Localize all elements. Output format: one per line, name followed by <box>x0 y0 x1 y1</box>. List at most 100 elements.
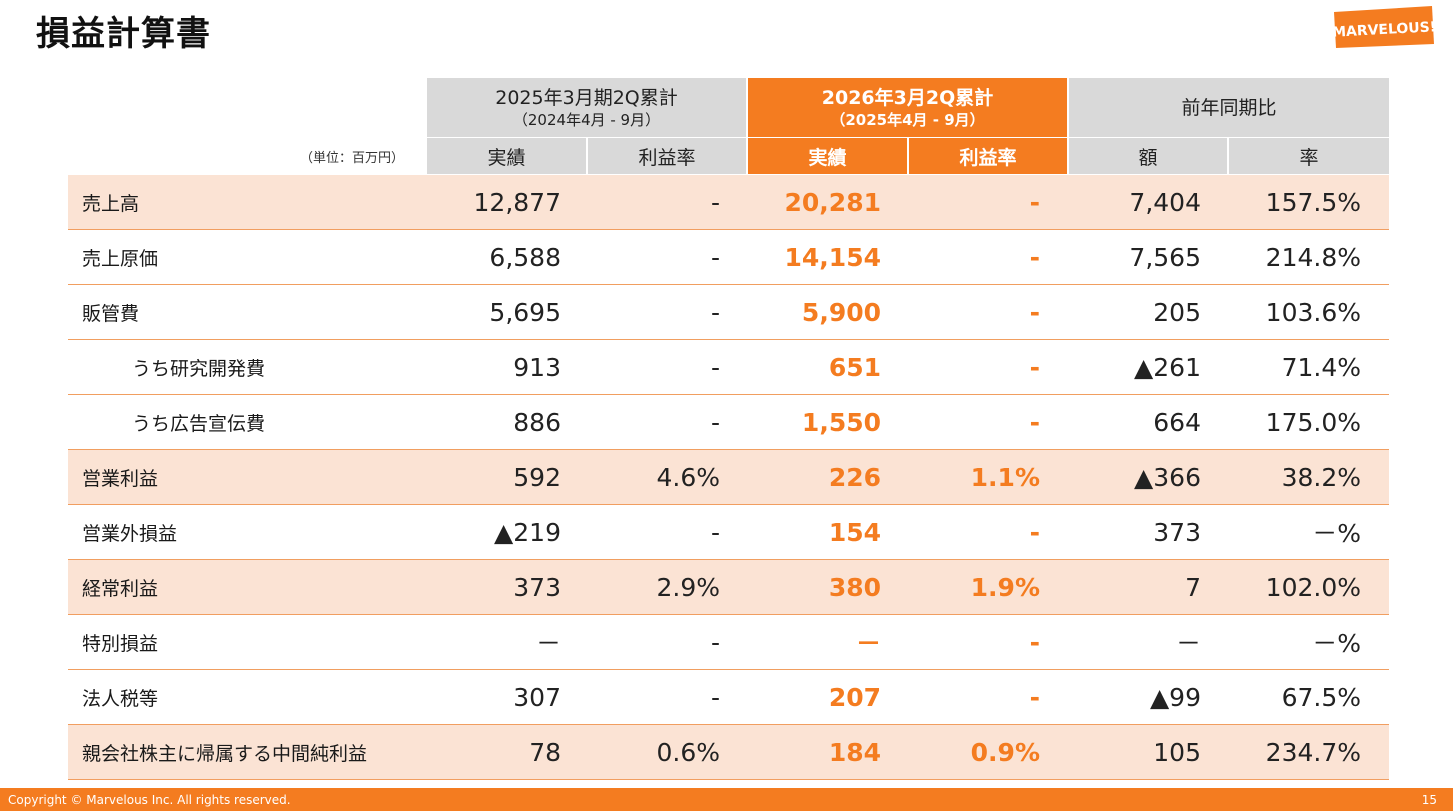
curr-actual: 14,154 <box>784 242 881 272</box>
subheader-yoy-rate: 率 <box>1229 138 1389 174</box>
prev-margin: - <box>710 352 720 382</box>
prev-margin: - <box>710 187 720 217</box>
table-row: 売上原価 6,588 - 14,154 - 7,565 214.8% <box>68 230 1389 285</box>
curr-actual: 5,900 <box>801 297 881 327</box>
yoy-amount: 7,565 <box>1129 242 1201 272</box>
prev-actual: 592 <box>513 462 561 492</box>
row-label: 法人税等 <box>82 687 159 710</box>
header-prev-range: （2024年4月 - 9月） <box>512 110 661 129</box>
yoy-rate: 102.0% <box>1265 572 1361 602</box>
footer-copyright: Copyright © Marvelous Inc. All rights re… <box>8 793 291 807</box>
subheader-prev-margin: 利益率 <box>588 138 746 174</box>
row-label: 経常利益 <box>82 577 159 600</box>
prev-margin: - <box>710 682 720 712</box>
curr-margin: 1.9% <box>970 572 1040 602</box>
table-row: うち広告宣伝費 886 - 1,550 - 664 175.0% <box>68 395 1389 450</box>
table-row: 法人税等 307 - 207 - ▲99 67.5% <box>68 670 1389 725</box>
yoy-amount: 105 <box>1153 737 1201 767</box>
curr-actual: 1,550 <box>801 407 881 437</box>
table-row: 営業利益 592 4.6% 226 1.1% ▲366 38.2% <box>68 450 1389 505</box>
yoy-rate: 103.6% <box>1265 297 1361 327</box>
row-label: 営業利益 <box>82 467 159 490</box>
prev-actual: 913 <box>513 352 561 382</box>
curr-margin: - <box>1029 242 1040 272</box>
subheader-prev-actual: 実績 <box>427 138 586 174</box>
curr-actual: 651 <box>828 352 881 382</box>
header-prev-title: 2025年3月期2Q累計 <box>495 86 678 109</box>
yoy-amount: ▲261 <box>1134 352 1201 382</box>
curr-margin: - <box>1029 407 1040 437</box>
yoy-amount: ▲99 <box>1149 682 1201 712</box>
row-label: 営業外損益 <box>82 522 178 545</box>
prev-actual: 5,695 <box>489 297 561 327</box>
header-curr-title: 2026年3月2Q累計 <box>821 86 994 109</box>
yoy-rate: －% <box>1312 519 1361 548</box>
row-label: 売上原価 <box>82 247 159 270</box>
prev-margin: - <box>710 297 720 327</box>
yoy-rate: 214.8% <box>1265 242 1361 272</box>
yoy-rate: 175.0% <box>1265 407 1361 437</box>
page-title: 損益計算書 <box>36 14 211 54</box>
prev-margin: - <box>710 517 720 547</box>
yoy-amount: 7 <box>1185 572 1201 602</box>
table-row: 販管費 5,695 - 5,900 - 205 103.6% <box>68 285 1389 340</box>
curr-margin: - <box>1029 352 1040 382</box>
yoy-rate: 234.7% <box>1265 737 1361 767</box>
header-yoy: 前年同期比 <box>1069 78 1389 137</box>
curr-margin: - <box>1029 627 1040 657</box>
curr-actual: 184 <box>828 737 881 767</box>
unit-label: （単位：百万円） <box>300 150 405 166</box>
prev-margin: - <box>710 627 720 657</box>
curr-actual: 226 <box>828 462 881 492</box>
curr-actual: 20,281 <box>784 187 881 217</box>
row-label: 販管費 <box>82 302 140 325</box>
footer-bar: Copyright © Marvelous Inc. All rights re… <box>0 788 1453 811</box>
curr-margin: - <box>1029 517 1040 547</box>
subheader-curr-margin: 利益率 <box>909 138 1067 174</box>
prev-margin: 2.9% <box>656 572 720 602</box>
subheader-curr-actual: 実績 <box>748 138 907 174</box>
row-label: うち研究開発費 <box>132 357 266 380</box>
table-row: 売上高 12,877 - 20,281 - 7,404 157.5% <box>68 175 1389 230</box>
table-row: うち研究開発費 913 - 651 - ▲261 71.4% <box>68 340 1389 395</box>
prev-actual: ▲219 <box>494 517 561 547</box>
header-curr-range: （2025年4月 - 9月） <box>830 110 985 129</box>
curr-actual: 380 <box>828 572 881 602</box>
curr-actual: 154 <box>828 517 881 547</box>
curr-margin: - <box>1029 297 1040 327</box>
prev-actual: 6,588 <box>489 242 561 272</box>
yoy-amount: 664 <box>1153 407 1201 437</box>
page-number: 15 <box>1421 793 1437 807</box>
curr-margin: 0.9% <box>970 737 1040 767</box>
prev-margin: 4.6% <box>656 462 720 492</box>
prev-actual: 307 <box>513 682 561 712</box>
yoy-rate: 157.5% <box>1265 187 1361 217</box>
prev-actual: 78 <box>529 737 561 767</box>
row-label: 売上高 <box>82 192 140 215</box>
curr-actual: － <box>855 629 881 658</box>
table-row: 営業外損益 ▲219 - 154 - 373 －% <box>68 505 1389 560</box>
yoy-amount: 7,404 <box>1129 187 1201 217</box>
prev-margin: - <box>710 407 720 437</box>
prev-actual: 12,877 <box>473 187 561 217</box>
yoy-rate: －% <box>1312 629 1361 658</box>
curr-margin: 1.1% <box>970 462 1040 492</box>
table-row: 経常利益 373 2.9% 380 1.9% 7 102.0% <box>68 560 1389 615</box>
marvelous-logo: MARVELOUS! <box>1332 6 1436 48</box>
yoy-amount: 205 <box>1153 297 1201 327</box>
row-label: うち広告宣伝費 <box>132 412 266 435</box>
row-label: 親会社株主に帰属する中間純利益 <box>82 742 368 765</box>
yoy-amount: ▲366 <box>1134 462 1201 492</box>
header-curr-period: 2026年3月2Q累計 （2025年4月 - 9月） <box>748 78 1067 137</box>
yoy-rate: 38.2% <box>1281 462 1361 492</box>
table-row: 特別損益 － - － - － －% <box>68 615 1389 670</box>
prev-margin: 0.6% <box>656 737 720 767</box>
curr-actual: 207 <box>828 682 881 712</box>
curr-margin: - <box>1029 187 1040 217</box>
row-label: 特別損益 <box>82 632 159 655</box>
table-row: 親会社株主に帰属する中間純利益 78 0.6% 184 0.9% 105 234… <box>68 725 1389 780</box>
yoy-amount: － <box>1175 629 1201 658</box>
header-prev-period: 2025年3月期2Q累計 （2024年4月 - 9月） <box>427 78 746 137</box>
prev-margin: - <box>710 242 720 272</box>
logo-text: MARVELOUS! <box>1332 19 1436 40</box>
